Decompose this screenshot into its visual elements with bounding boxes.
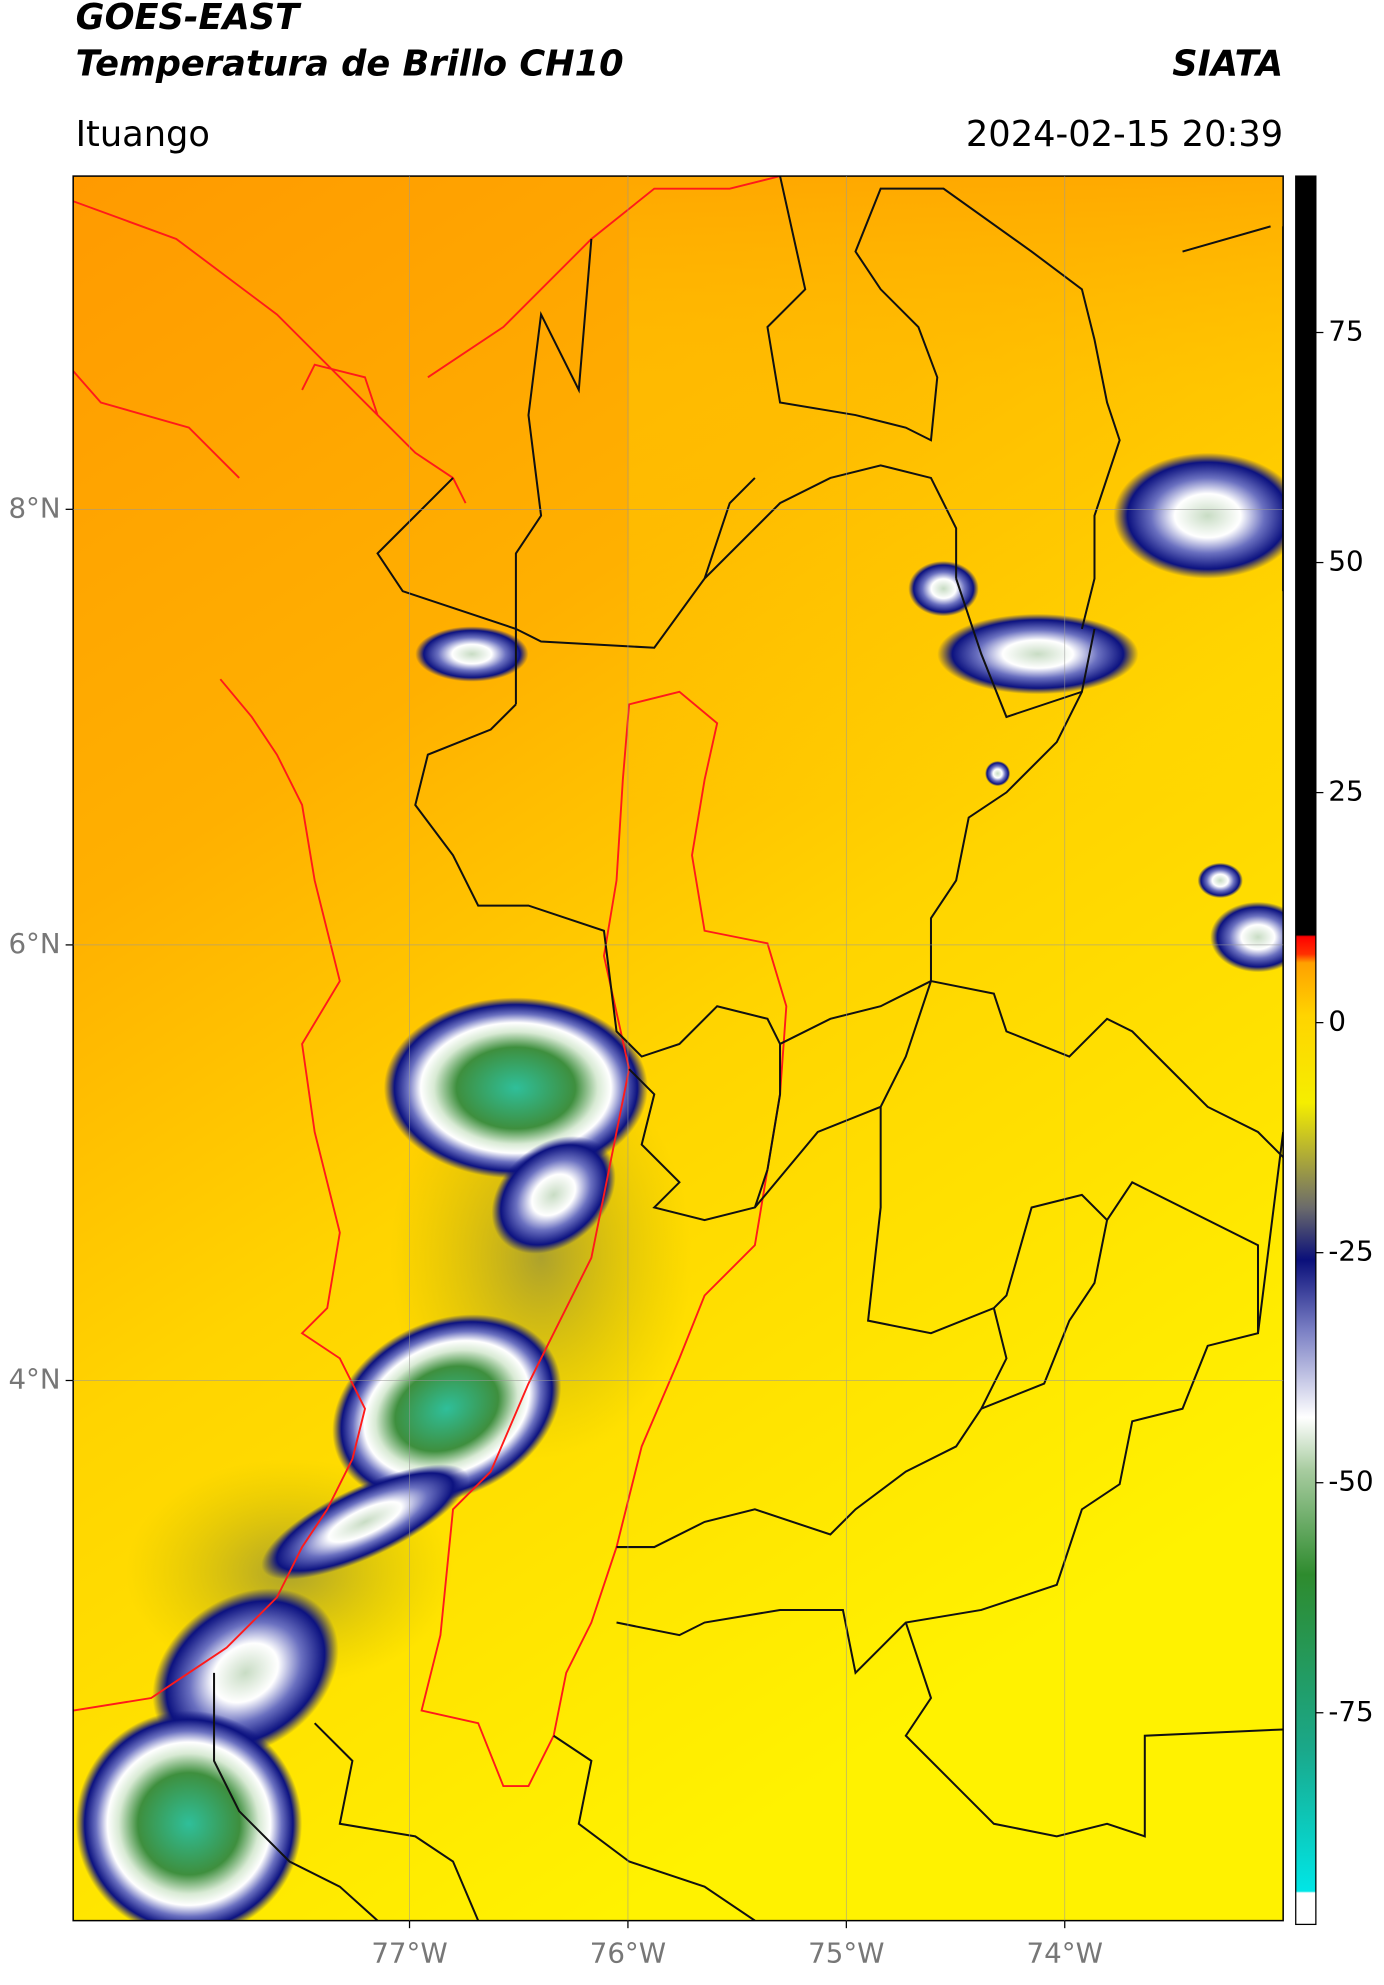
colorbar-tick-label: 25 [1328, 775, 1363, 808]
x-tick-label: 75°W [808, 1937, 884, 1970]
y-tick-label: 8°N [8, 491, 60, 524]
map-image [73, 176, 1284, 1921]
map-frame [72, 175, 1284, 1922]
x-tick-label: 76°W [590, 1937, 666, 1970]
colorbar-tick-label: 50 [1328, 545, 1363, 578]
x-tick-label: 74°W [1027, 1937, 1103, 1970]
colorbar-tick-label: -75 [1328, 1695, 1373, 1728]
colorbar-tick-label: -25 [1328, 1235, 1373, 1268]
datetime: 2024-02-15 20:39 [966, 114, 1283, 155]
x-tick-label: 77°W [371, 1937, 447, 1970]
colorbar-tick-label: 0 [1328, 1005, 1346, 1038]
colorbar [1295, 175, 1317, 1926]
title: GOES-EAST [76, 0, 302, 38]
colorbar-tick-label: -50 [1328, 1465, 1373, 1498]
y-tick-label: 6°N [8, 927, 60, 960]
location: Ituango [76, 114, 210, 155]
source: SIATA [1172, 43, 1283, 84]
subtitle: Temperatura de Brillo CH10 [76, 43, 624, 84]
colorbar-tick-label: 75 [1328, 315, 1363, 348]
y-tick-label: 4°N [8, 1362, 60, 1395]
